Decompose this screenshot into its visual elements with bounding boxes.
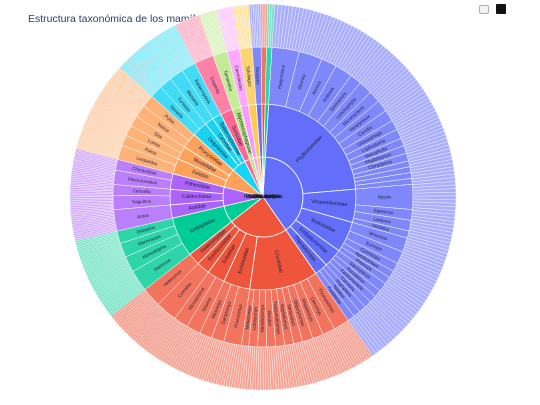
species-segment[interactable] — [262, 346, 266, 391]
modebar — [479, 4, 506, 14]
species-segment[interactable] — [270, 4, 275, 48]
species-segment[interactable] — [69, 196, 114, 199]
plotly-logo-icon[interactable] — [496, 4, 506, 14]
species-segment[interactable] — [260, 3, 264, 48]
camera-icon[interactable] — [479, 5, 489, 14]
